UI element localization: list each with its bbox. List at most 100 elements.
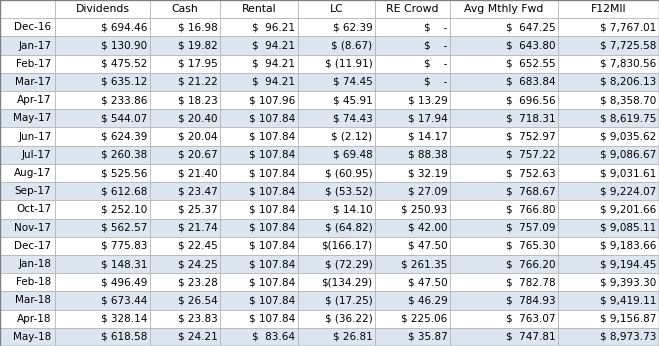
Text: $ 673.44: $ 673.44 bbox=[101, 295, 148, 306]
Text: $ 47.50: $ 47.50 bbox=[408, 241, 447, 251]
Bar bbox=[0, 310, 55, 328]
Text: $ 9,183.66: $ 9,183.66 bbox=[600, 241, 656, 251]
Text: $ (8.67): $ (8.67) bbox=[331, 40, 372, 51]
Bar bbox=[220, 36, 298, 55]
Text: $    -: $ - bbox=[424, 59, 447, 69]
Bar bbox=[558, 36, 659, 55]
Text: $  766.20: $ 766.20 bbox=[506, 259, 556, 269]
Bar bbox=[150, 237, 220, 255]
Text: $ 775.83: $ 775.83 bbox=[101, 241, 148, 251]
Bar bbox=[558, 255, 659, 273]
Bar bbox=[375, 182, 450, 200]
Bar bbox=[375, 55, 450, 73]
Bar bbox=[55, 127, 150, 146]
Bar bbox=[55, 109, 150, 127]
Text: $ 45.91: $ 45.91 bbox=[333, 95, 372, 105]
Text: $  766.80: $ 766.80 bbox=[506, 204, 556, 215]
Text: $ 107.96: $ 107.96 bbox=[249, 95, 295, 105]
Text: $ 20.04: $ 20.04 bbox=[179, 131, 217, 142]
Bar bbox=[450, 18, 558, 36]
Text: $ 19.82: $ 19.82 bbox=[178, 40, 217, 51]
Bar bbox=[298, 273, 375, 291]
Bar bbox=[450, 55, 558, 73]
Bar bbox=[298, 109, 375, 127]
Bar bbox=[298, 91, 375, 109]
Text: $ 8,619.75: $ 8,619.75 bbox=[600, 113, 656, 124]
Text: $ 9,156.87: $ 9,156.87 bbox=[600, 314, 656, 324]
Text: Cash: Cash bbox=[172, 4, 198, 14]
Bar bbox=[55, 291, 150, 310]
Bar bbox=[0, 200, 55, 219]
Bar bbox=[55, 273, 150, 291]
Text: $ 612.68: $ 612.68 bbox=[101, 186, 148, 196]
Bar bbox=[150, 0, 220, 18]
Bar bbox=[298, 146, 375, 164]
Bar bbox=[55, 237, 150, 255]
Bar bbox=[558, 0, 659, 18]
Text: $ 9,085.11: $ 9,085.11 bbox=[600, 222, 656, 233]
Bar bbox=[450, 127, 558, 146]
Text: $ 8,206.13: $ 8,206.13 bbox=[600, 77, 656, 87]
Text: $ 24.21: $ 24.21 bbox=[178, 332, 217, 342]
Bar bbox=[558, 273, 659, 291]
Text: $ 107.84: $ 107.84 bbox=[249, 204, 295, 215]
Bar bbox=[375, 200, 450, 219]
Text: $  94.21: $ 94.21 bbox=[252, 59, 295, 69]
Bar bbox=[298, 310, 375, 328]
Bar bbox=[55, 55, 150, 73]
Text: $ 21.40: $ 21.40 bbox=[178, 168, 217, 178]
Bar bbox=[375, 255, 450, 273]
Text: $ 9,393.30: $ 9,393.30 bbox=[600, 277, 656, 287]
Bar bbox=[450, 182, 558, 200]
Bar bbox=[375, 73, 450, 91]
Bar bbox=[0, 328, 55, 346]
Bar bbox=[298, 291, 375, 310]
Text: $ 261.35: $ 261.35 bbox=[401, 259, 447, 269]
Bar bbox=[150, 255, 220, 273]
Bar bbox=[375, 273, 450, 291]
Text: $ 252.10: $ 252.10 bbox=[101, 204, 148, 215]
Text: Nov-17: Nov-17 bbox=[14, 222, 51, 233]
Text: $ 562.57: $ 562.57 bbox=[101, 222, 148, 233]
Text: Apr-18: Apr-18 bbox=[17, 314, 51, 324]
Bar bbox=[55, 182, 150, 200]
Bar bbox=[375, 109, 450, 127]
Text: $ 88.38: $ 88.38 bbox=[407, 150, 447, 160]
Bar bbox=[0, 291, 55, 310]
Text: $  757.22: $ 757.22 bbox=[506, 150, 556, 160]
Bar bbox=[450, 200, 558, 219]
Bar bbox=[450, 255, 558, 273]
Bar bbox=[220, 146, 298, 164]
Text: Dec-17: Dec-17 bbox=[14, 241, 51, 251]
Bar bbox=[558, 18, 659, 36]
Text: Avg Mthly Fwd: Avg Mthly Fwd bbox=[465, 4, 544, 14]
Bar bbox=[450, 146, 558, 164]
Bar bbox=[0, 237, 55, 255]
Bar bbox=[450, 36, 558, 55]
Bar bbox=[375, 0, 450, 18]
Text: $ 21.22: $ 21.22 bbox=[178, 77, 217, 87]
Bar bbox=[150, 200, 220, 219]
Text: $ 130.90: $ 130.90 bbox=[101, 40, 148, 51]
Bar bbox=[150, 36, 220, 55]
Text: Dividends: Dividends bbox=[76, 4, 130, 14]
Text: Aug-17: Aug-17 bbox=[14, 168, 51, 178]
Text: $ 107.84: $ 107.84 bbox=[249, 168, 295, 178]
Bar bbox=[558, 91, 659, 109]
Bar bbox=[298, 36, 375, 55]
Bar bbox=[0, 109, 55, 127]
Text: $ 8,973.73: $ 8,973.73 bbox=[600, 332, 656, 342]
Text: $ 618.58: $ 618.58 bbox=[101, 332, 148, 342]
Text: $ 21.74: $ 21.74 bbox=[178, 222, 217, 233]
Text: $ 260.38: $ 260.38 bbox=[101, 150, 148, 160]
Text: $ 7,767.01: $ 7,767.01 bbox=[600, 22, 656, 32]
Text: $  782.78: $ 782.78 bbox=[506, 277, 556, 287]
Bar bbox=[150, 18, 220, 36]
Bar bbox=[450, 73, 558, 91]
Bar bbox=[450, 164, 558, 182]
Bar bbox=[558, 127, 659, 146]
Text: $ 24.25: $ 24.25 bbox=[178, 259, 217, 269]
Text: $ 107.84: $ 107.84 bbox=[249, 150, 295, 160]
Bar bbox=[450, 0, 558, 18]
Text: $ 7,725.58: $ 7,725.58 bbox=[600, 40, 656, 51]
